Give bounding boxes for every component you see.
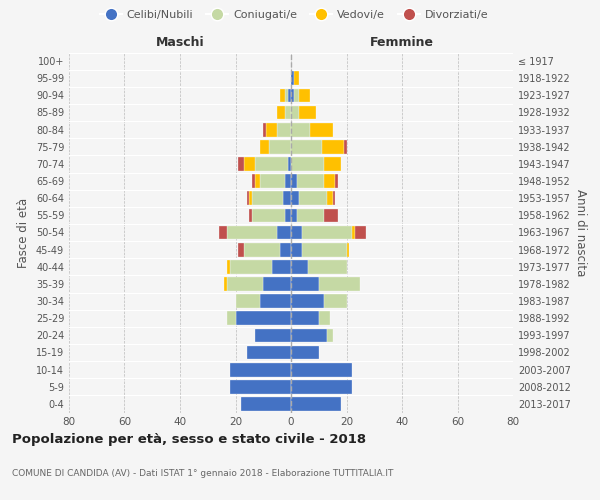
Bar [272,260,291,274]
Bar [227,260,230,274]
Bar [252,192,283,205]
Bar [325,157,341,171]
Bar [291,397,341,411]
Bar [247,346,291,360]
Bar [277,106,286,120]
Bar [277,123,291,136]
Text: Maschi: Maschi [155,36,205,49]
Bar [224,277,227,291]
Bar [302,226,352,239]
Bar [325,294,347,308]
Bar [332,192,335,205]
Bar [291,260,308,274]
Bar [294,72,299,85]
Bar [280,88,286,102]
Bar [252,174,255,188]
Bar [247,192,250,205]
Bar [291,140,322,153]
Bar [244,157,255,171]
Bar [283,192,291,205]
Text: COMUNE DI CANDIDA (AV) - Dati ISTAT 1° gennaio 2018 - Elaborazione TUTTITALIA.IT: COMUNE DI CANDIDA (AV) - Dati ISTAT 1° g… [12,469,394,478]
Bar [302,243,347,256]
Bar [260,140,269,153]
Bar [347,243,349,256]
Bar [291,380,352,394]
Bar [260,174,286,188]
Bar [280,243,291,256]
Bar [325,174,335,188]
Bar [291,208,296,222]
Bar [344,140,347,153]
Bar [241,397,291,411]
Bar [291,88,294,102]
Bar [238,243,244,256]
Text: Popolazione per età, sesso e stato civile - 2018: Popolazione per età, sesso e stato civil… [12,432,366,446]
Bar [250,192,252,205]
Bar [255,328,291,342]
Bar [286,106,291,120]
Bar [327,192,332,205]
Bar [327,328,332,342]
Bar [291,106,299,120]
Bar [291,174,296,188]
Bar [286,174,291,188]
Bar [255,174,260,188]
Bar [238,157,244,171]
Bar [310,123,332,136]
Bar [299,106,316,120]
Bar [335,174,338,188]
Bar [266,123,277,136]
Bar [296,208,325,222]
Bar [319,277,361,291]
Bar [291,363,352,376]
Bar [308,260,347,274]
Bar [291,294,325,308]
Bar [322,140,344,153]
Text: Femmine: Femmine [370,36,434,49]
Bar [230,363,291,376]
Bar [291,72,294,85]
Bar [291,277,319,291]
Bar [250,208,252,222]
Bar [230,380,291,394]
Bar [263,277,291,291]
Bar [277,226,291,239]
Legend: Celibi/Nubili, Coniugati/e, Vedovi/e, Divorziati/e: Celibi/Nubili, Coniugati/e, Vedovi/e, Di… [95,6,493,25]
Bar [325,208,338,222]
Bar [269,140,291,153]
Y-axis label: Fasce di età: Fasce di età [17,198,30,268]
Bar [244,243,280,256]
Bar [291,226,302,239]
Bar [260,294,291,308]
Y-axis label: Anni di nascita: Anni di nascita [574,189,587,276]
Bar [291,157,325,171]
Bar [291,192,299,205]
Bar [288,157,291,171]
Bar [286,88,288,102]
Bar [219,226,227,239]
Bar [227,226,277,239]
Bar [352,226,355,239]
Bar [227,312,235,325]
Bar [299,88,310,102]
Bar [319,312,330,325]
Bar [299,192,327,205]
Bar [296,174,325,188]
Bar [236,294,260,308]
Bar [291,312,319,325]
Bar [252,208,286,222]
Bar [291,123,310,136]
Bar [263,123,266,136]
Bar [286,208,291,222]
Bar [235,312,291,325]
Bar [291,243,302,256]
Bar [291,328,327,342]
Bar [291,346,319,360]
Bar [355,226,366,239]
Bar [230,260,272,274]
Bar [288,88,291,102]
Bar [294,88,299,102]
Bar [255,157,288,171]
Bar [227,277,263,291]
